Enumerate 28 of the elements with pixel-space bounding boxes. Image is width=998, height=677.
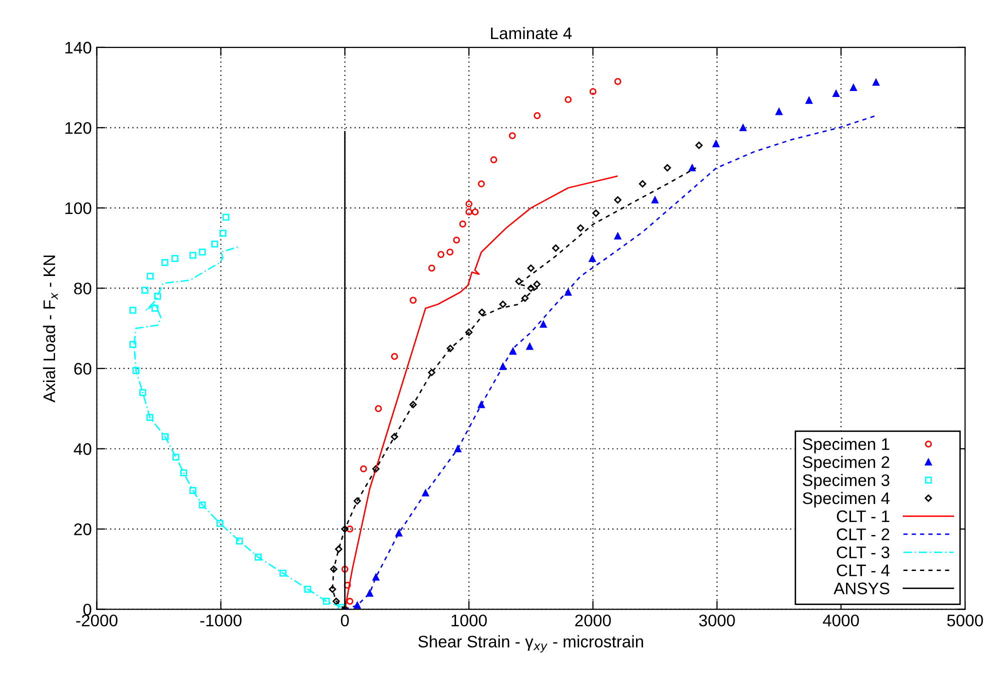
legend-label: Specimen 3 xyxy=(802,474,890,490)
x-tick-label: 4000 xyxy=(822,614,859,626)
y-tick-label: 0 xyxy=(83,604,92,616)
x-tick-label: 0 xyxy=(340,614,349,626)
legend-label: CLT - 4 xyxy=(836,564,890,576)
y-tick-label: 100 xyxy=(65,202,92,214)
x-tick-label: 1000 xyxy=(452,614,487,626)
x-tick-label: 2000 xyxy=(575,614,611,626)
legend-label: Specimen 4 xyxy=(802,492,890,508)
x-tick-label: 5000 xyxy=(947,614,983,626)
legend-label: CLT - 1 xyxy=(836,510,890,522)
legend-label: CLT - 2 xyxy=(836,528,890,540)
legend-label: Specimen 2 xyxy=(802,456,890,472)
x-tick-label: -1000 xyxy=(200,614,242,626)
y-tick-label: 20 xyxy=(74,523,92,536)
chart-title: Laminate 4 xyxy=(491,26,572,40)
legend-label: CLT - 3 xyxy=(836,546,890,558)
y-tick-label: 120 xyxy=(65,122,92,134)
legend-label: ANSYS xyxy=(834,582,890,594)
y-tick-label: 40 xyxy=(74,443,92,455)
y-tick-label: 80 xyxy=(74,282,92,294)
y-axis-title: Axial Load - F$_{x}$ - KN xyxy=(42,256,58,402)
y-tick-label: 60 xyxy=(74,362,92,375)
x-tick-label: 3000 xyxy=(699,614,735,626)
x-axis-title: Shear Strain - γ$_{xy}$ - microstrain xyxy=(418,635,644,652)
legend-label: Specimen 1 xyxy=(802,438,890,454)
y-tick-label: 140 xyxy=(65,42,92,54)
x-tick-label: -2000 xyxy=(76,614,118,626)
